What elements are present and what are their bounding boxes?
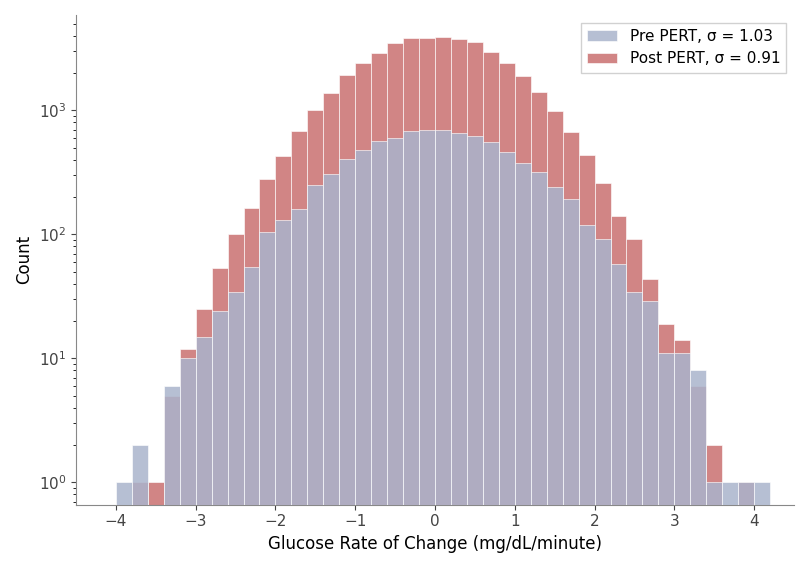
Bar bbox=[163, 396, 180, 568]
Bar bbox=[451, 133, 467, 568]
Bar bbox=[659, 353, 675, 568]
Bar bbox=[578, 224, 595, 568]
Bar bbox=[388, 138, 403, 568]
Bar bbox=[244, 208, 260, 568]
Bar bbox=[419, 131, 435, 568]
Bar bbox=[419, 38, 435, 568]
Bar bbox=[499, 63, 515, 568]
Bar bbox=[642, 278, 659, 568]
Bar bbox=[690, 386, 706, 568]
Bar bbox=[291, 209, 307, 568]
Bar bbox=[388, 43, 403, 568]
Bar bbox=[180, 349, 196, 568]
Bar bbox=[515, 162, 531, 568]
Bar bbox=[626, 239, 642, 568]
Bar bbox=[706, 445, 722, 568]
Bar bbox=[180, 358, 196, 568]
Bar bbox=[467, 136, 483, 568]
Bar bbox=[403, 131, 419, 568]
Bar bbox=[547, 111, 562, 568]
Bar bbox=[403, 38, 419, 568]
Bar bbox=[132, 482, 148, 568]
Bar bbox=[706, 482, 722, 568]
Bar bbox=[626, 293, 642, 568]
Bar bbox=[260, 232, 275, 568]
Bar bbox=[196, 309, 212, 568]
Bar bbox=[595, 239, 611, 568]
Bar bbox=[642, 301, 659, 568]
Bar bbox=[244, 266, 260, 568]
Bar bbox=[515, 76, 531, 568]
Bar bbox=[227, 235, 244, 568]
Bar bbox=[451, 39, 467, 568]
Bar bbox=[275, 220, 291, 568]
Bar bbox=[467, 42, 483, 568]
Bar bbox=[371, 53, 388, 568]
Bar bbox=[722, 482, 738, 568]
Bar bbox=[339, 159, 355, 568]
Bar bbox=[531, 92, 547, 568]
Bar bbox=[578, 154, 595, 568]
Bar bbox=[483, 52, 499, 568]
Bar bbox=[196, 337, 212, 568]
Bar bbox=[371, 141, 388, 568]
Bar bbox=[675, 340, 690, 568]
Bar bbox=[754, 482, 770, 568]
Bar bbox=[324, 174, 339, 568]
Y-axis label: Count: Count bbox=[15, 235, 33, 285]
Bar bbox=[562, 199, 578, 568]
Bar bbox=[148, 482, 163, 568]
Bar bbox=[163, 386, 180, 568]
Legend: Pre PERT, σ = 1.03, Post PERT, σ = 0.91: Pre PERT, σ = 1.03, Post PERT, σ = 0.91 bbox=[581, 23, 786, 73]
Bar bbox=[562, 132, 578, 568]
Bar bbox=[738, 482, 754, 568]
Bar bbox=[307, 185, 324, 568]
Bar bbox=[339, 75, 355, 568]
Bar bbox=[116, 482, 132, 568]
Bar bbox=[738, 482, 754, 568]
Bar bbox=[212, 268, 227, 568]
Bar bbox=[531, 172, 547, 568]
Bar bbox=[435, 37, 451, 568]
Bar bbox=[499, 152, 515, 568]
Bar bbox=[611, 216, 626, 568]
Bar bbox=[324, 93, 339, 568]
Bar bbox=[275, 156, 291, 568]
Bar bbox=[260, 179, 275, 568]
Bar bbox=[690, 370, 706, 568]
Bar bbox=[355, 151, 371, 568]
Bar bbox=[291, 131, 307, 568]
Bar bbox=[611, 264, 626, 568]
Bar bbox=[483, 142, 499, 568]
Bar bbox=[212, 311, 227, 568]
Bar bbox=[307, 110, 324, 568]
Bar bbox=[659, 324, 675, 568]
Bar bbox=[132, 445, 148, 568]
Bar bbox=[675, 353, 690, 568]
Bar bbox=[435, 131, 451, 568]
Bar bbox=[227, 293, 244, 568]
Bar bbox=[547, 187, 562, 568]
X-axis label: Glucose Rate of Change (mg/dL/minute): Glucose Rate of Change (mg/dL/minute) bbox=[268, 535, 602, 553]
Bar bbox=[355, 64, 371, 568]
Bar bbox=[595, 183, 611, 568]
